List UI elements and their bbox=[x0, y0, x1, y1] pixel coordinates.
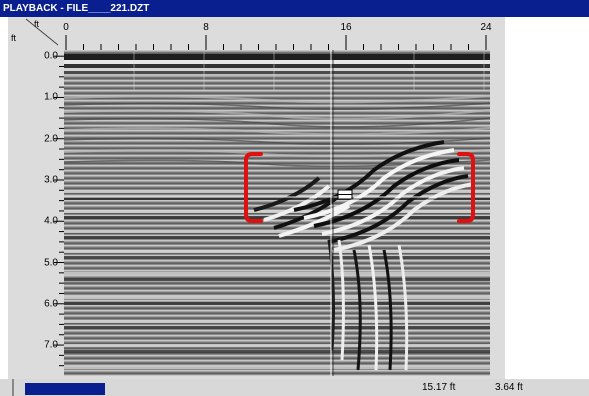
status-divider bbox=[12, 379, 14, 396]
vertical-tick-label: 3.0 bbox=[44, 174, 58, 186]
vertical-tick-label: 6.0 bbox=[44, 298, 58, 310]
horizontal-unit-label: ft bbox=[34, 19, 40, 29]
cursor-depth-readout: 3.64 ft bbox=[495, 382, 523, 393]
diagonal-divider-icon bbox=[25, 18, 59, 46]
horizontal-tick-label: 16 bbox=[340, 22, 352, 33]
playback-progress-bar[interactable] bbox=[25, 383, 105, 395]
horizontal-tick-label: 8 bbox=[203, 22, 209, 33]
vertical-tick-label: 7.0 bbox=[44, 339, 58, 351]
status-bar: 15.17 ft 3.64 ft bbox=[0, 379, 589, 396]
axis-corner: ft ft bbox=[8, 17, 66, 50]
window-title: PLAYBACK - FILE____221.DZT bbox=[0, 0, 589, 17]
radargram-image bbox=[64, 50, 490, 376]
horizontal-tick-label: 24 bbox=[480, 22, 492, 33]
cursor-distance-readout: 15.17 ft bbox=[422, 382, 456, 393]
horizontal-ruler-ticks bbox=[65, 35, 487, 50]
crosshair-icon bbox=[64, 50, 490, 376]
target-marker-icon bbox=[337, 189, 353, 200]
bracket-left-icon bbox=[244, 152, 263, 223]
horizontal-tick-label: 0 bbox=[63, 22, 69, 33]
vertical-tick-label: 4.0 bbox=[44, 215, 58, 227]
bracket-right-icon bbox=[457, 152, 475, 223]
vertical-tick-label: 0.0 bbox=[44, 50, 58, 62]
vertical-unit-label: ft bbox=[11, 33, 17, 43]
radargram-view[interactable] bbox=[64, 50, 490, 376]
horizontal-ruler: 0 8 16 24 bbox=[63, 22, 492, 50]
vertical-tick-label: 2.0 bbox=[44, 133, 58, 145]
vertical-ruler-ticks bbox=[54, 55, 64, 367]
vertical-tick-label: 5.0 bbox=[44, 257, 58, 269]
vertical-ruler: 0.0 1.0 2.0 3.0 4.0 5.0 6.0 7.0 bbox=[8, 50, 64, 376]
vertical-tick-label: 1.0 bbox=[44, 91, 58, 103]
